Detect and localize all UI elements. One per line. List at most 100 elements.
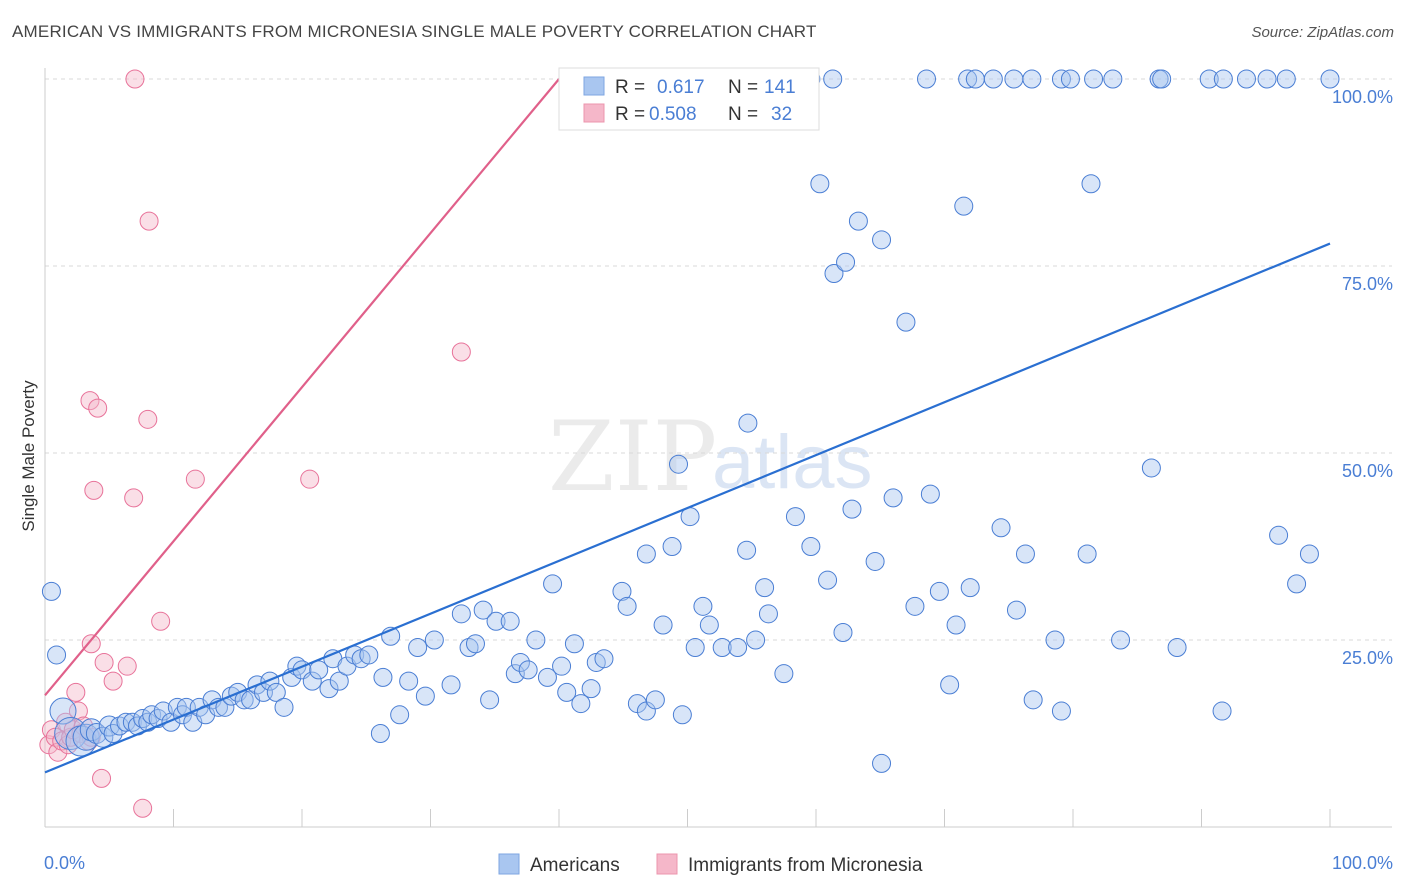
americans-point [1167, 637, 1187, 657]
x-tick-label-max: 100.0% [1332, 853, 1393, 873]
americans-point [1320, 69, 1340, 89]
americans-point [47, 645, 67, 665]
americans-point [505, 664, 525, 684]
americans-point [965, 69, 985, 89]
americans-point [836, 252, 856, 272]
y-tick-label: 25.0% [1342, 648, 1393, 668]
americans-point [699, 615, 719, 635]
americans-point [1199, 69, 1219, 89]
micronesia-point [138, 409, 158, 429]
americans-point [636, 544, 656, 564]
americans-point [153, 701, 173, 721]
americans-point [571, 694, 591, 714]
americans-point [823, 69, 843, 89]
legend-label-americans: Americans [530, 855, 620, 876]
americans-point [1103, 69, 1123, 89]
americans-point [424, 630, 444, 650]
americans-point [653, 615, 673, 635]
americans-point [473, 600, 493, 620]
americans-point [302, 671, 322, 691]
americans-point [594, 649, 614, 669]
americans-point [1236, 69, 1256, 89]
americans-point [370, 724, 390, 743]
micronesia-point [80, 391, 100, 411]
americans-point [738, 413, 758, 433]
americans-point [329, 671, 349, 691]
americans-point [954, 196, 974, 216]
americans-point [818, 570, 838, 590]
americans-point [983, 69, 1003, 89]
americans-point [896, 312, 916, 332]
micronesia-point [117, 656, 137, 676]
americans-point [1022, 69, 1042, 89]
americans-point [142, 705, 162, 725]
americans-point [1152, 69, 1172, 89]
americans-point [1004, 69, 1024, 89]
americans-point [373, 667, 393, 687]
americans-point [1084, 69, 1104, 89]
americans-point [612, 581, 632, 601]
legend-swatch-micronesia [656, 853, 678, 875]
americans-point [1299, 544, 1319, 564]
americans-point [581, 679, 601, 699]
americans-point [872, 753, 892, 773]
x-tick-label-min: 0.0% [44, 853, 85, 873]
americans-point [991, 518, 1011, 538]
americans-point [510, 652, 530, 672]
americans-point [390, 705, 410, 725]
micronesia-point [92, 768, 112, 788]
americans-point [79, 718, 103, 742]
y-tick-label: 75.0% [1342, 274, 1393, 294]
americans-point [399, 671, 419, 691]
americans-point [848, 211, 868, 231]
americans-point [960, 578, 980, 598]
americans-point [552, 656, 572, 676]
watermark-atlas: atlas [712, 420, 873, 505]
americans-point [415, 686, 435, 706]
americans-point [1045, 630, 1065, 650]
americans-point [940, 675, 960, 695]
legend-label-micronesia: Immigrants from Micronesia [688, 855, 923, 876]
americans-point [905, 596, 925, 616]
americans-point [526, 630, 546, 650]
stats-r-label-americans: R = [615, 77, 645, 98]
americans-point [537, 667, 557, 687]
stats-swatch-americans [583, 76, 605, 96]
micronesia-point [125, 69, 145, 89]
americans-point [1287, 574, 1307, 594]
americans-point [408, 637, 428, 657]
legend-swatch-americans [498, 853, 520, 875]
americans-point [41, 581, 61, 601]
micronesia-point [103, 671, 123, 691]
micronesia-point [139, 211, 159, 231]
americans-point [958, 69, 978, 89]
americans-points [41, 69, 1340, 773]
micronesia-point [94, 652, 114, 672]
americans-point [917, 69, 937, 89]
americans-point [564, 634, 584, 654]
americans-point [451, 604, 471, 624]
americans-point [274, 697, 294, 717]
americans-point [1081, 174, 1101, 194]
americans-point [122, 712, 142, 732]
americans-point [557, 682, 577, 702]
americans-point [865, 551, 885, 571]
micronesia-point [300, 469, 320, 489]
chart-title: AMERICAN VS IMMIGRANTS FROM MICRONESIA S… [12, 22, 817, 41]
americans-point [755, 578, 775, 598]
americans-point [1060, 69, 1080, 89]
americans-point [1111, 630, 1131, 650]
americans-point [785, 507, 805, 527]
americans-point [319, 679, 339, 699]
americans-point [758, 604, 778, 624]
americans-point [85, 723, 107, 744]
americans-point [359, 645, 379, 665]
micronesia-point [81, 634, 101, 654]
micronesia-trendline [44, 78, 560, 697]
americans-point [645, 690, 665, 710]
watermark: ZIP atlas [548, 401, 873, 513]
y-tick-label: 50.0% [1342, 461, 1393, 481]
micronesia-point [84, 480, 104, 500]
stats-n-label-americans: N = [728, 77, 758, 98]
